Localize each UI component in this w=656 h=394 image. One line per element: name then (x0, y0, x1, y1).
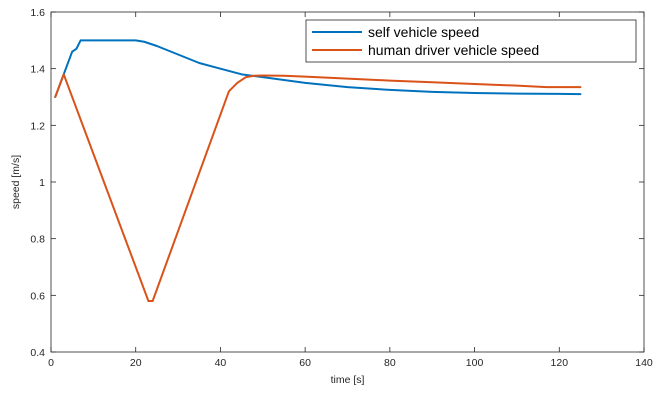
y-tick-label: 0.8 (30, 234, 45, 246)
series-line-1 (54, 39, 582, 98)
y-tick-label: 1.6 (30, 7, 45, 19)
legend: self vehicle speed human driver vehicle s… (305, 19, 637, 63)
axes: 0 20 40 60 80 100 120 140 0.4 0.6 0.8 1 1.2 1.4 1.6 (30, 7, 653, 369)
legend-box (305, 19, 637, 63)
legend-label: self vehicle speed (368, 24, 479, 40)
y-axis-label: speed [m/s] (10, 155, 22, 209)
x-tick-label: 20 (130, 357, 142, 369)
x-axis-label: time [s] (331, 374, 365, 386)
y-tick-label: 1.4 (30, 64, 45, 76)
plot-frame (50, 11, 645, 353)
x-tick-label: 40 (215, 357, 227, 369)
x-tick-label: 140 (635, 357, 653, 369)
y-tick-label: 0.4 (30, 347, 45, 359)
x-tick-label: 120 (551, 357, 569, 369)
x-tick-label: 80 (384, 357, 396, 369)
y-tick-label: 1.2 (30, 120, 45, 132)
x-tick-label: 100 (466, 357, 484, 369)
x-tick-label: 60 (299, 357, 311, 369)
y-tick-label: 1 (39, 177, 45, 189)
series-line-2 (54, 73, 582, 302)
x-tick-label: 0 (48, 357, 54, 369)
series-group (54, 39, 582, 302)
legend-label: human driver vehicle speed (368, 42, 539, 58)
y-tick-label: 0.6 (30, 290, 45, 302)
